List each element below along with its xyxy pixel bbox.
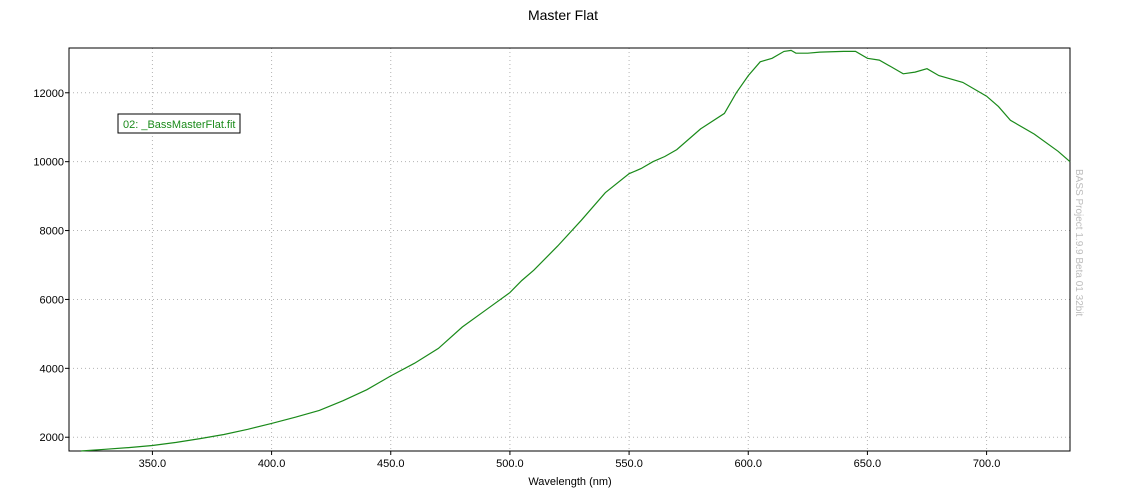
y-axis-ticks: 2000 4000 6000 8000 10000 12000 [33, 88, 69, 444]
x-tick-label: 700.0 [973, 458, 1001, 470]
x-axis-ticks: 350.0 400.0 450.0 500.0 550.0 600.0 650.0 700.0 [139, 451, 1001, 470]
grid-lines [69, 48, 1070, 451]
x-tick-label: 500.0 [496, 458, 524, 470]
watermark-text: BASS Project 1.9.9 Beta 01 32bit [1073, 169, 1084, 317]
x-tick-label: 550.0 [615, 458, 643, 470]
y-tick-label: 6000 [40, 294, 64, 306]
y-tick-label: 4000 [40, 363, 64, 375]
y-tick-label: 2000 [40, 432, 64, 444]
plot-area-border [68, 47, 1071, 452]
x-tick-label: 600.0 [734, 458, 762, 470]
chart-title: Master Flat [528, 7, 598, 23]
y-tick-label: 10000 [33, 157, 64, 169]
x-tick-label: 350.0 [139, 458, 167, 470]
legend: 02: _BassMasterFlat.fit [117, 113, 241, 134]
x-tick-label: 400.0 [258, 458, 286, 470]
x-tick-label: 650.0 [854, 458, 882, 470]
series-line [80, 49, 1071, 452]
y-tick-label: 12000 [33, 88, 64, 100]
x-axis-label: Wavelength (nm) [528, 476, 611, 488]
series-group [80, 49, 1071, 452]
x-tick-label: 450.0 [377, 458, 405, 470]
y-tick-label: 8000 [40, 226, 64, 238]
legend-box [117, 113, 241, 134]
legend-entry: 02: _BassMasterFlat.fit [123, 119, 236, 131]
